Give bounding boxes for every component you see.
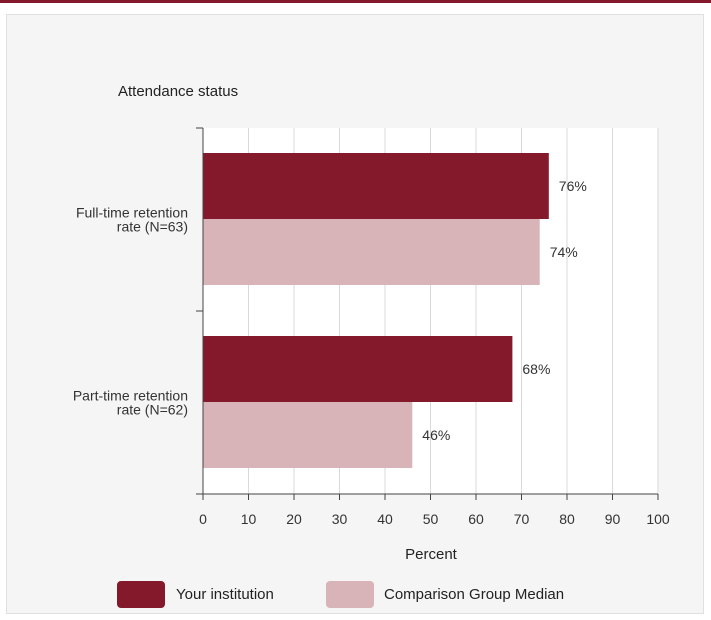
- legend-swatch-institution: [117, 581, 165, 608]
- x-tick-label: 80: [559, 511, 575, 527]
- x-tick-label: 50: [423, 511, 439, 527]
- bar-value-label: 68%: [522, 361, 550, 377]
- x-tick-label: 0: [199, 511, 207, 527]
- bar-institution-full-time: [203, 153, 549, 219]
- bar-comparison-full-time: [203, 219, 540, 285]
- legend-label-institution: Your institution: [176, 586, 274, 603]
- x-tick-label: 90: [605, 511, 621, 527]
- x-tick-label: 40: [377, 511, 393, 527]
- x-tick-label: 10: [241, 511, 257, 527]
- y-axis-title: Attendance status: [118, 83, 238, 100]
- legend-label-comparison: Comparison Group Median: [384, 586, 564, 603]
- x-tick-label: 70: [514, 511, 530, 527]
- bar-value-label: 46%: [422, 427, 450, 443]
- x-tick-label: 100: [646, 511, 670, 527]
- bar-comparison-part-time: [203, 402, 412, 468]
- x-tick-label: 60: [468, 511, 484, 527]
- x-tick-label: 20: [286, 511, 302, 527]
- x-tick-label: 30: [332, 511, 348, 527]
- x-axis-title: Percent: [405, 546, 458, 563]
- category-label: Part-time retention rate (N=62): [73, 388, 188, 418]
- bar-institution-part-time: [203, 336, 512, 402]
- legend-swatch-comparison: [326, 581, 374, 608]
- category-label: Full-time retention rate (N=63): [76, 205, 188, 235]
- bar-value-label: 76%: [559, 178, 587, 194]
- bar-value-label: 74%: [550, 244, 578, 260]
